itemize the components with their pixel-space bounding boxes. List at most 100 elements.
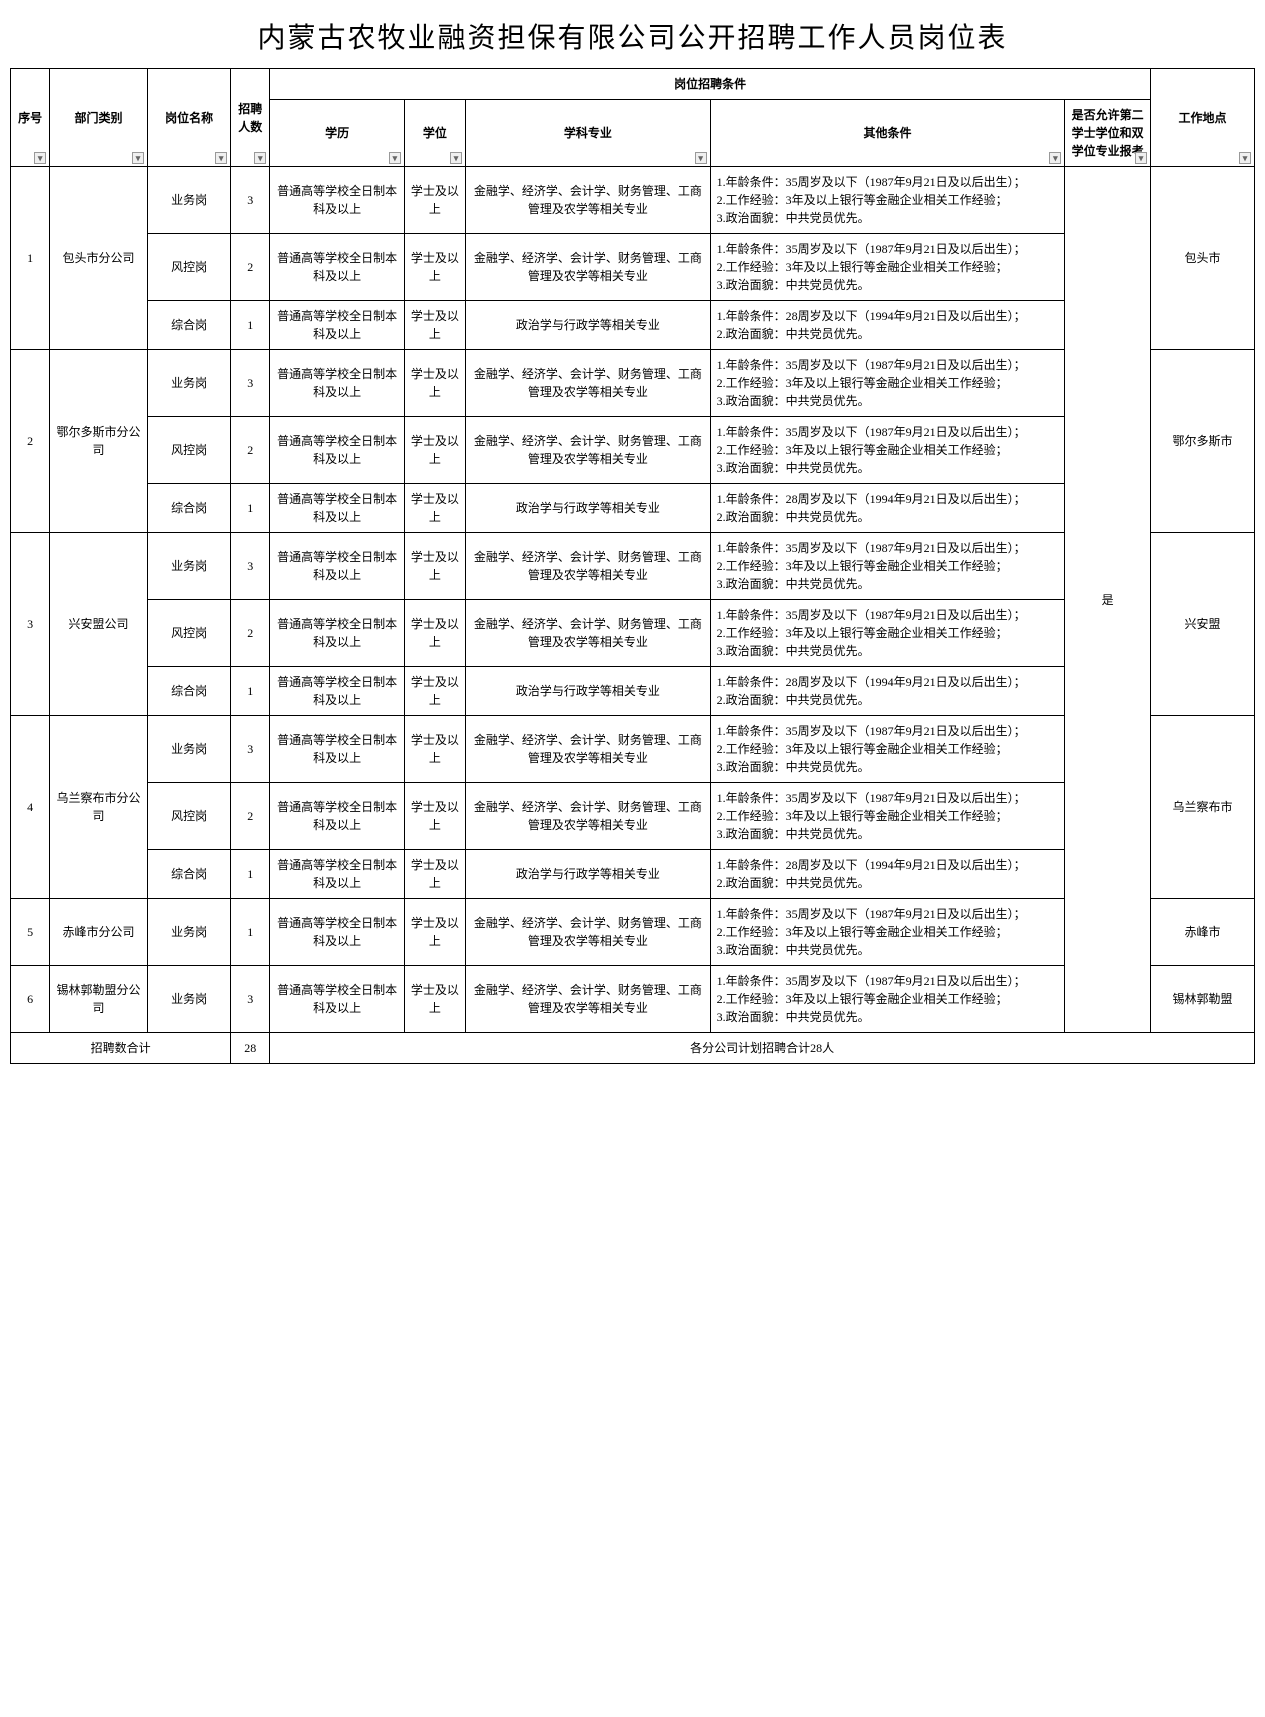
table-header: 序号 部门类别 岗位名称 招聘人数 岗位招聘条件 工作地点 学历 学位 学科专业…	[11, 69, 1255, 167]
cell-other: 1.年龄条件：35周岁及以下（1987年9月21日及以后出生）； 2.工作经验：…	[710, 899, 1065, 966]
cell-deg: 学士及以上	[404, 899, 465, 966]
cell-num: 2	[231, 234, 270, 301]
header-seq[interactable]: 序号	[11, 69, 50, 167]
cell-deg: 学士及以上	[404, 716, 465, 783]
cell-dept: 包头市分公司	[50, 167, 148, 350]
footer-label: 招聘数合计	[11, 1033, 231, 1064]
cell-deg: 学士及以上	[404, 600, 465, 667]
cell-major: 政治学与行政学等相关专业	[466, 484, 711, 533]
header-allow[interactable]: 是否允许第二学士学位和双学位专业报考	[1065, 100, 1151, 167]
cell-deg: 学士及以上	[404, 234, 465, 301]
header-loc[interactable]: 工作地点	[1150, 69, 1254, 167]
cell-num: 2	[231, 600, 270, 667]
cell-post: 综合岗	[147, 850, 230, 899]
cell-edu: 普通高等学校全日制本科及以上	[270, 234, 405, 301]
cell-allow: 是	[1065, 167, 1151, 1033]
cell-seq: 4	[11, 716, 50, 899]
cell-deg: 学士及以上	[404, 484, 465, 533]
header-cond-group: 岗位招聘条件	[270, 69, 1151, 100]
cell-major: 政治学与行政学等相关专业	[466, 850, 711, 899]
cell-other: 1.年龄条件：28周岁及以下（1994年9月21日及以后出生）； 2.政治面貌：…	[710, 667, 1065, 716]
header-num[interactable]: 招聘人数	[231, 69, 270, 167]
cell-edu: 普通高等学校全日制本科及以上	[270, 850, 405, 899]
positions-table: 序号 部门类别 岗位名称 招聘人数 岗位招聘条件 工作地点 学历 学位 学科专业…	[10, 68, 1255, 1064]
table-body: 1包头市分公司业务岗3普通高等学校全日制本科及以上学士及以上金融学、经济学、会计…	[11, 167, 1255, 1033]
cell-deg: 学士及以上	[404, 167, 465, 234]
cell-num: 2	[231, 783, 270, 850]
header-deg[interactable]: 学位	[404, 100, 465, 167]
cell-major: 金融学、经济学、会计学、财务管理、工商管理及农学等相关专业	[466, 417, 711, 484]
cell-major: 金融学、经济学、会计学、财务管理、工商管理及农学等相关专业	[466, 533, 711, 600]
header-edu[interactable]: 学历	[270, 100, 405, 167]
cell-edu: 普通高等学校全日制本科及以上	[270, 350, 405, 417]
cell-other: 1.年龄条件：28周岁及以下（1994年9月21日及以后出生）； 2.政治面貌：…	[710, 301, 1065, 350]
cell-deg: 学士及以上	[404, 966, 465, 1033]
header-dept[interactable]: 部门类别	[50, 69, 148, 167]
cell-deg: 学士及以上	[404, 783, 465, 850]
cell-major: 金融学、经济学、会计学、财务管理、工商管理及农学等相关专业	[466, 234, 711, 301]
cell-deg: 学士及以上	[404, 667, 465, 716]
cell-seq: 1	[11, 167, 50, 350]
cell-edu: 普通高等学校全日制本科及以上	[270, 899, 405, 966]
cell-loc: 乌兰察布市	[1150, 716, 1254, 899]
cell-num: 3	[231, 167, 270, 234]
cell-deg: 学士及以上	[404, 301, 465, 350]
header-major[interactable]: 学科专业	[466, 100, 711, 167]
cell-major: 金融学、经济学、会计学、财务管理、工商管理及农学等相关专业	[466, 350, 711, 417]
page-title: 内蒙古农牧业融资担保有限公司公开招聘工作人员岗位表	[10, 16, 1255, 56]
table-row: 1包头市分公司业务岗3普通高等学校全日制本科及以上学士及以上金融学、经济学、会计…	[11, 167, 1255, 234]
cell-major: 金融学、经济学、会计学、财务管理、工商管理及农学等相关专业	[466, 716, 711, 783]
cell-other: 1.年龄条件：35周岁及以下（1987年9月21日及以后出生）； 2.工作经验：…	[710, 600, 1065, 667]
cell-num: 3	[231, 966, 270, 1033]
cell-major: 金融学、经济学、会计学、财务管理、工商管理及农学等相关专业	[466, 899, 711, 966]
cell-post: 风控岗	[147, 234, 230, 301]
cell-num: 1	[231, 301, 270, 350]
cell-major: 政治学与行政学等相关专业	[466, 667, 711, 716]
cell-other: 1.年龄条件：35周岁及以下（1987年9月21日及以后出生）； 2.工作经验：…	[710, 716, 1065, 783]
cell-deg: 学士及以上	[404, 850, 465, 899]
cell-major: 金融学、经济学、会计学、财务管理、工商管理及农学等相关专业	[466, 966, 711, 1033]
cell-dept: 兴安盟公司	[50, 533, 148, 716]
cell-post: 风控岗	[147, 783, 230, 850]
cell-other: 1.年龄条件：35周岁及以下（1987年9月21日及以后出生）； 2.工作经验：…	[710, 533, 1065, 600]
cell-num: 1	[231, 484, 270, 533]
cell-seq: 2	[11, 350, 50, 533]
cell-loc: 锡林郭勒盟	[1150, 966, 1254, 1033]
cell-other: 1.年龄条件：35周岁及以下（1987年9月21日及以后出生）； 2.工作经验：…	[710, 966, 1065, 1033]
footer-row: 招聘数合计 28 各分公司计划招聘合计28人	[11, 1033, 1255, 1064]
cell-other: 1.年龄条件：28周岁及以下（1994年9月21日及以后出生）； 2.政治面貌：…	[710, 850, 1065, 899]
cell-edu: 普通高等学校全日制本科及以上	[270, 716, 405, 783]
cell-post: 风控岗	[147, 600, 230, 667]
cell-num: 1	[231, 850, 270, 899]
cell-edu: 普通高等学校全日制本科及以上	[270, 167, 405, 234]
cell-num: 3	[231, 716, 270, 783]
cell-post: 业务岗	[147, 899, 230, 966]
cell-post: 风控岗	[147, 417, 230, 484]
cell-num: 2	[231, 417, 270, 484]
cell-post: 业务岗	[147, 350, 230, 417]
cell-deg: 学士及以上	[404, 350, 465, 417]
footer-total: 28	[231, 1033, 270, 1064]
cell-loc: 鄂尔多斯市	[1150, 350, 1254, 533]
header-other[interactable]: 其他条件	[710, 100, 1065, 167]
cell-other: 1.年龄条件：35周岁及以下（1987年9月21日及以后出生）； 2.工作经验：…	[710, 167, 1065, 234]
cell-major: 政治学与行政学等相关专业	[466, 301, 711, 350]
cell-dept: 锡林郭勒盟分公司	[50, 966, 148, 1033]
cell-post: 业务岗	[147, 533, 230, 600]
cell-post: 业务岗	[147, 966, 230, 1033]
cell-post: 综合岗	[147, 667, 230, 716]
cell-loc: 兴安盟	[1150, 533, 1254, 716]
cell-num: 3	[231, 533, 270, 600]
cell-other: 1.年龄条件：35周岁及以下（1987年9月21日及以后出生）； 2.工作经验：…	[710, 234, 1065, 301]
cell-post: 业务岗	[147, 716, 230, 783]
cell-edu: 普通高等学校全日制本科及以上	[270, 667, 405, 716]
cell-seq: 5	[11, 899, 50, 966]
cell-post: 业务岗	[147, 167, 230, 234]
cell-dept: 赤峰市分公司	[50, 899, 148, 966]
footer-note: 各分公司计划招聘合计28人	[270, 1033, 1255, 1064]
cell-num: 1	[231, 899, 270, 966]
cell-edu: 普通高等学校全日制本科及以上	[270, 783, 405, 850]
header-post[interactable]: 岗位名称	[147, 69, 230, 167]
cell-post: 综合岗	[147, 484, 230, 533]
cell-num: 3	[231, 350, 270, 417]
